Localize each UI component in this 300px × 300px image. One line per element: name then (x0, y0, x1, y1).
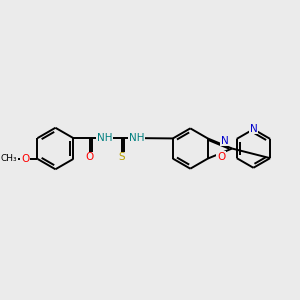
Text: S: S (118, 152, 125, 162)
Text: O: O (217, 152, 226, 162)
Text: N: N (250, 124, 257, 134)
Text: NH: NH (129, 133, 144, 142)
Text: O: O (21, 154, 29, 164)
Text: NH: NH (97, 133, 112, 142)
Text: N: N (221, 136, 229, 146)
Text: O: O (85, 152, 94, 162)
Text: CH₃: CH₃ (0, 154, 17, 164)
